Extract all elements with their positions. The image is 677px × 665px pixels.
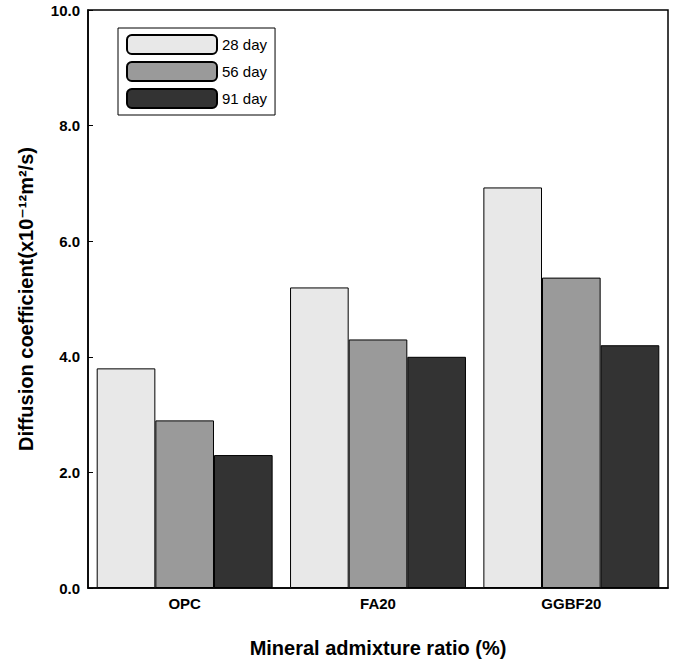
svg-text:4.0: 4.0 [59,348,80,365]
svg-text:8.0: 8.0 [59,117,80,134]
svg-text:FA20: FA20 [360,595,396,612]
svg-text:10.0: 10.0 [51,2,80,19]
svg-text:91 day: 91 day [222,90,268,107]
svg-text:6.0: 6.0 [59,233,80,250]
svg-text:0.0: 0.0 [59,580,80,597]
svg-text:OPC: OPC [168,595,201,612]
svg-text:Mineral admixture ratio (%): Mineral admixture ratio (%) [250,637,507,659]
svg-text:56 day: 56 day [222,63,268,80]
svg-text:2.0: 2.0 [59,464,80,481]
svg-text:28 day: 28 day [222,36,268,53]
svg-text:GGBF20: GGBF20 [541,595,601,612]
svg-text:Diffusion coefficient(x10⁻¹²m²: Diffusion coefficient(x10⁻¹²m²/s) [15,147,37,451]
